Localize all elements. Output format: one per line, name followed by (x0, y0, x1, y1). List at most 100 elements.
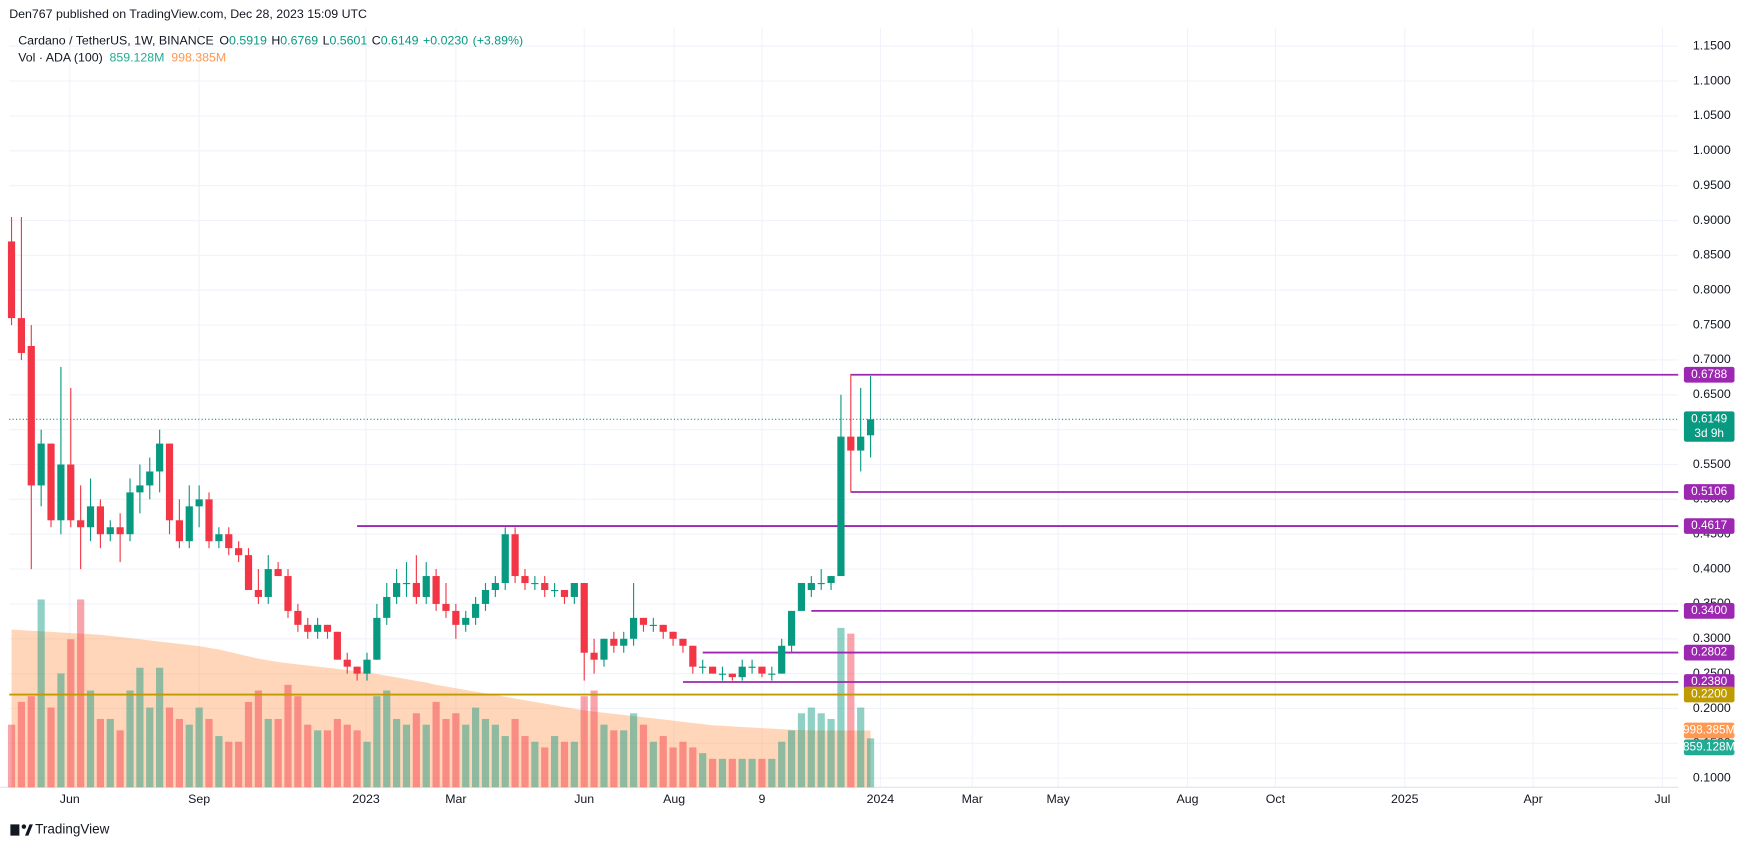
y-tick-label: 0.9500 (1693, 178, 1731, 192)
y-tick-label: 0.8500 (1693, 248, 1731, 262)
y-tick-label: 0.2000 (1693, 701, 1731, 715)
h-value: 0.6769 (280, 34, 318, 48)
volume-bar (126, 690, 134, 788)
candle-body (363, 659, 371, 674)
candle-body (96, 506, 104, 535)
candle-body (659, 624, 667, 632)
volume-bar (511, 718, 519, 788)
volume-bar (501, 736, 509, 788)
candle-body (17, 318, 26, 353)
volume-bar (452, 713, 460, 788)
volume-bar (47, 707, 55, 788)
candle-body (264, 569, 272, 597)
level-tag-bg (1683, 644, 1735, 661)
x-tick-label: 9 (759, 792, 766, 806)
volume-bar (215, 736, 223, 788)
l-letter: L (323, 34, 330, 48)
volume-bar (294, 696, 302, 788)
x-tick-label: 2024 (867, 792, 895, 806)
volume-bar (610, 730, 618, 788)
change: +0.0230 (423, 34, 468, 48)
y-tick-label: 1.1500 (1693, 39, 1731, 53)
volume-bar (857, 707, 865, 788)
volume-bar (205, 718, 213, 788)
candle-body (787, 610, 796, 646)
y-tick-label: 0.3000 (1693, 631, 1731, 645)
level-tag: 0.5106 (1691, 484, 1728, 498)
candle-body (393, 583, 401, 597)
candle-body (57, 464, 65, 521)
level-tag-bg (1683, 366, 1735, 383)
candle-body (185, 506, 193, 542)
candle-body (481, 589, 490, 604)
volume-bar (96, 718, 104, 788)
level-tag-bg (1683, 484, 1735, 500)
countdown: 3d 9h (1694, 426, 1724, 440)
x-tick-label: Apr (1523, 792, 1542, 806)
volume-bar (17, 701, 26, 788)
volume-bar (590, 690, 598, 788)
candle-body (847, 436, 855, 451)
volume-bar (817, 713, 825, 788)
volume-bar (768, 758, 776, 788)
candle-body (462, 617, 470, 625)
volume-bar (847, 633, 855, 788)
candle-body (541, 583, 549, 590)
candle-body (323, 624, 332, 632)
candle-body (284, 576, 292, 611)
volume-ma-value: 998.385M (171, 51, 226, 65)
volume-bar (314, 730, 322, 788)
volume-bar (481, 718, 490, 788)
level-tag: 0.3400 (1691, 603, 1728, 617)
level-tag-bg (1683, 674, 1735, 690)
volume-bar (383, 690, 391, 788)
volume-bar (580, 696, 588, 788)
candle-body (491, 583, 499, 590)
volume-bar (718, 758, 727, 788)
volume-bar (254, 690, 262, 788)
volume-bar (748, 758, 756, 788)
x-tick-label: Mar (962, 792, 983, 806)
candle-body (244, 555, 253, 590)
volume-bar (827, 718, 835, 788)
candle-body (195, 499, 203, 507)
candle-body (274, 569, 282, 577)
x-tick-label: Aug (1177, 792, 1199, 806)
brand: TradingView (35, 822, 109, 837)
volume-bar (77, 599, 85, 788)
byline: Den767 published on TradingView.com, Dec… (9, 7, 367, 21)
candle-body (649, 624, 657, 626)
candle-body (797, 583, 806, 611)
x-tick-label: Jun (574, 792, 594, 806)
candle-body (501, 534, 509, 584)
logo-part (10, 824, 20, 836)
legend: Cardano / TetherUS, 1W, BINANCE O0.5919 H0… (18, 34, 523, 48)
o-value: 0.5919 (229, 34, 267, 48)
plot (7, 217, 1679, 788)
volume-bar (363, 741, 371, 788)
x-tick-label: 2023 (352, 792, 380, 806)
candle-body (827, 576, 835, 584)
candle-body (37, 443, 45, 486)
volume-value: 859.128M (110, 51, 165, 65)
volume-bar (570, 741, 578, 788)
volume-bar (708, 758, 717, 788)
volume-bar (393, 718, 401, 788)
volume-title: Vol · ADA (100) (18, 51, 103, 65)
candle-body (600, 638, 608, 660)
volume-bar (235, 741, 243, 788)
volume-legend: Vol · ADA (100) 859.128M 998.385M (18, 51, 226, 65)
candle-body (866, 419, 875, 436)
volume-bar (472, 707, 480, 788)
volume-tag: 859.128M (1683, 739, 1735, 753)
candle-body (629, 617, 638, 639)
volume-bar (679, 741, 687, 788)
x-tick-label: Oct (1266, 792, 1286, 806)
volume-bar (106, 718, 114, 788)
candle-body (225, 534, 233, 549)
volume-bar (649, 741, 657, 788)
candle-body (432, 576, 440, 604)
candle-body (156, 443, 164, 472)
level-tag-bg (1683, 603, 1735, 619)
volume-bar (353, 730, 361, 788)
